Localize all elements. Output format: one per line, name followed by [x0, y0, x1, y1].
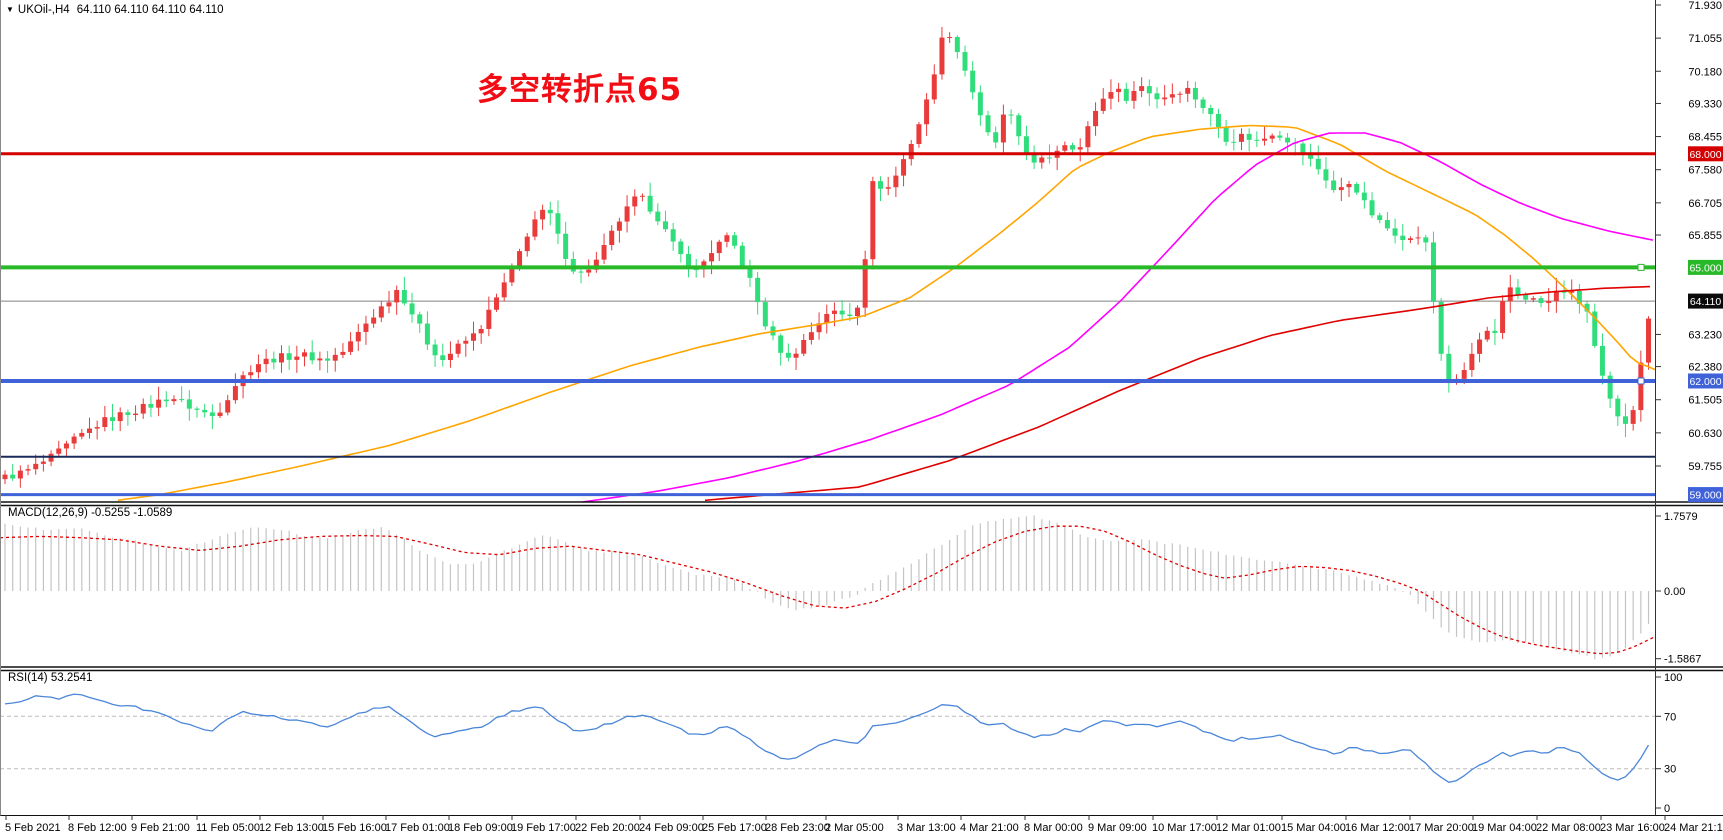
macd-axis: 1.7579 0.00 -1.5867	[1655, 511, 1701, 666]
time-label: 8 Feb 12:00	[68, 822, 127, 834]
svg-text:0: 0	[1664, 803, 1670, 815]
time-label: 17 Feb 01:00	[385, 822, 450, 834]
time-label: 24 Feb 09:00	[639, 822, 704, 834]
rsi-pane	[0, 693, 1655, 783]
time-label: 3 Mar 13:00	[897, 822, 956, 834]
svg-text:67.580: 67.580	[1688, 165, 1722, 177]
price-chip-pivot-65	[1688, 259, 1723, 275]
ma-mid-magenta	[581, 132, 1654, 502]
time-label: 11 Feb 05:00	[196, 822, 260, 834]
macd-pane	[0, 515, 1655, 660]
time-label: 12 Mar 01:00	[1216, 822, 1281, 834]
svg-text:59.755: 59.755	[1688, 461, 1722, 473]
time-label: 15 Feb 16:00	[322, 822, 387, 834]
time-label: 28 Feb 23:00	[765, 822, 830, 834]
svg-text:62.000: 62.000	[1689, 376, 1721, 388]
svg-text:69.330: 69.330	[1688, 98, 1722, 110]
svg-text:0.00: 0.00	[1664, 586, 1685, 598]
time-label: 23 Mar 16:00	[1600, 822, 1665, 834]
svg-text:65.000: 65.000	[1689, 262, 1721, 274]
time-label: 2 Mar 05:00	[825, 822, 884, 834]
svg-text:1.7579: 1.7579	[1664, 511, 1698, 523]
svg-text:68.000: 68.000	[1689, 149, 1721, 161]
time-label: 19 Feb 17:00	[511, 822, 576, 834]
rsi-indicator-label: RSI(14) 53.2541	[8, 672, 92, 684]
svg-text:-1.5867: -1.5867	[1664, 654, 1701, 666]
time-label: 10 Mar 17:00	[1152, 822, 1217, 834]
time-label: 12 Feb 13:00	[259, 822, 324, 834]
price-chip-support-62	[1688, 373, 1723, 389]
time-label: 4 Mar 21:00	[960, 822, 1019, 834]
time-label: 17 Mar 20:00	[1409, 822, 1474, 834]
ma-fast-orange	[117, 124, 1655, 502]
svg-text:63.230: 63.230	[1688, 329, 1722, 341]
price-chip-current	[1688, 293, 1723, 309]
svg-text:71.055: 71.055	[1688, 33, 1722, 45]
price-chip-resistance-68	[1688, 146, 1723, 162]
ma-slow-red	[704, 285, 1651, 502]
rsi-axis: 100 70 30 0	[1655, 672, 1682, 815]
svg-text:61.505: 61.505	[1688, 395, 1722, 407]
rsi-value: 53.2541	[50, 672, 93, 684]
time-axis[interactable]: 5 Feb 2021 8 Feb 12:00 9 Feb 21:00 11 Feb 0…	[5, 815, 1723, 834]
svg-text:68.455: 68.455	[1688, 132, 1722, 144]
price-chip-support-59	[1688, 487, 1723, 503]
rsi-name: RSI(14)	[8, 672, 48, 684]
time-label: 5 Feb 2021	[5, 822, 61, 834]
symbol-dropdown-icon[interactable]: ▼	[6, 5, 14, 14]
hline-handle-support-62[interactable]	[1637, 377, 1645, 385]
time-label: 8 Mar 00:00	[1024, 822, 1083, 834]
macd-signal-line	[0, 525, 1655, 655]
time-label: 19 Mar 04:00	[1472, 822, 1537, 834]
time-label: 22 Feb 20:00	[575, 822, 640, 834]
annotation-text[interactable]: 多空转折点65	[477, 72, 683, 108]
candles-layer	[2, 26, 1652, 488]
svg-text:70: 70	[1664, 711, 1676, 723]
time-label: 9 Mar 09:00	[1088, 822, 1147, 834]
macd-indicator-label: MACD(12,26,9) -0.5255 -1.0589	[8, 507, 172, 519]
time-label: 9 Feb 21:00	[131, 822, 190, 834]
time-label: 22 Mar 08:00	[1536, 822, 1601, 834]
rsi-line	[4, 693, 1650, 783]
svg-text:66.705: 66.705	[1688, 198, 1722, 210]
hline-handle-pivot-65[interactable]	[1637, 263, 1645, 271]
time-label: 16 Mar 12:00	[1345, 822, 1410, 834]
svg-text:64.110: 64.110	[1690, 296, 1721, 308]
symbol-period-label: UKOil-,H4	[17, 4, 70, 16]
ohlc-values: 64.110 64.110 64.110 64.110	[76, 4, 224, 16]
price-axis[interactable]: 71.930 71.055 70.180 69.330 68.455 67.580 66.7…	[1655, 0, 1723, 503]
time-label: 24 Mar 21:15	[1664, 822, 1723, 834]
svg-text:71.930: 71.930	[1688, 0, 1722, 12]
macd-values: -0.5255 -1.0589	[91, 507, 173, 519]
horizontal-lines[interactable]	[0, 152, 1655, 497]
time-label: 15 Mar 04:00	[1281, 822, 1346, 834]
macd-name: MACD(12,26,9)	[8, 507, 88, 519]
svg-text:70.180: 70.180	[1688, 66, 1722, 78]
time-label: 18 Feb 09:00	[448, 822, 513, 834]
chart-header: ▼ UKOil-,H4 64.110 64.110 64.110 64.110	[6, 4, 224, 16]
pane-borders	[0, 0, 1723, 816]
svg-text:60.630: 60.630	[1688, 428, 1722, 440]
time-label: 25 Feb 17:00	[702, 822, 767, 834]
svg-text:59.000: 59.000	[1689, 490, 1721, 502]
svg-text:65.855: 65.855	[1688, 230, 1722, 242]
svg-text:30: 30	[1664, 764, 1676, 776]
svg-text:62.380: 62.380	[1688, 362, 1722, 374]
svg-text:100: 100	[1664, 672, 1682, 684]
